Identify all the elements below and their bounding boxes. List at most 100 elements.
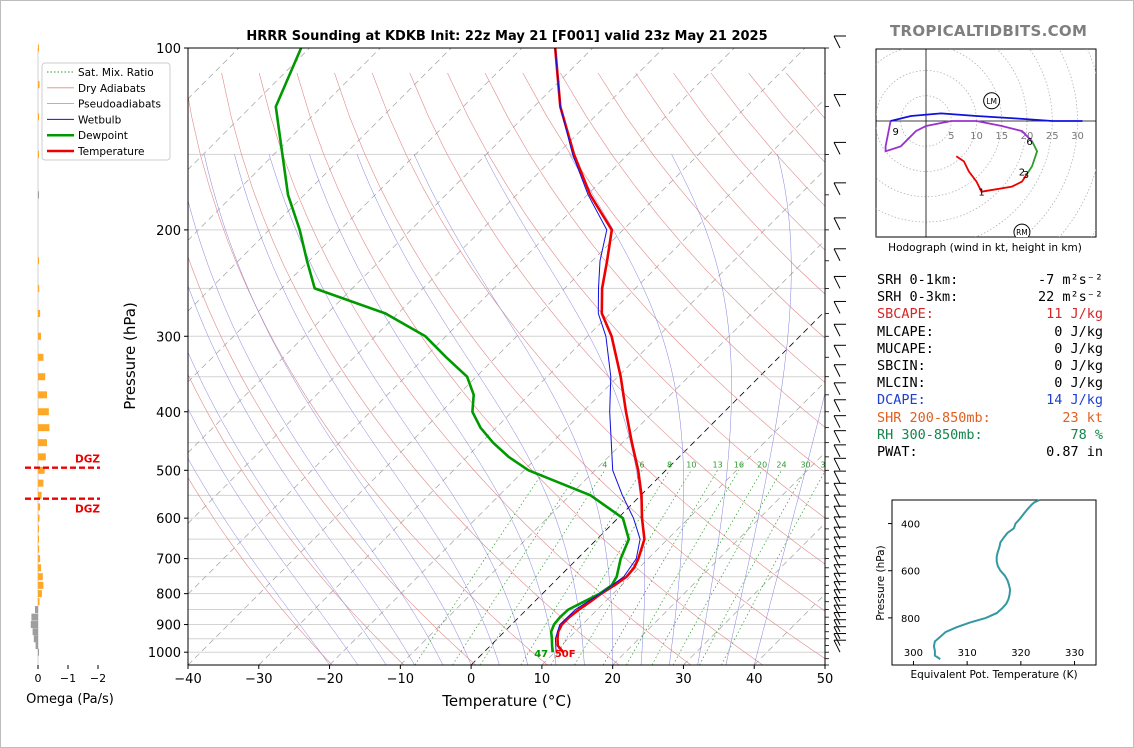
pseudoadiabat (234, 154, 500, 665)
hodograph-caption: Hodograph (wind in kt, height in km) (888, 242, 1082, 254)
legend-label: Sat. Mix. Ratio (78, 67, 154, 79)
omega-bar (31, 613, 38, 621)
legend-label: Dewpoint (78, 130, 128, 142)
pseudoadiabat (268, 154, 528, 665)
wind-barb (833, 581, 846, 594)
dry-adiabat (522, 72, 825, 428)
mixing-ratio-line (550, 470, 670, 665)
omega-bar (38, 391, 47, 399)
isotherm-line (0, 48, 26, 665)
wind-barb (833, 505, 846, 519)
omega-bar (38, 555, 41, 563)
stat-row: SBCAPE: 11 J/kg (877, 306, 1127, 323)
theta-e-line (932, 499, 1041, 660)
omega-bar (38, 598, 40, 606)
x-tick-label: −10 (387, 672, 414, 687)
omega-bar (38, 581, 44, 589)
y-tick-label: 200 (156, 224, 181, 239)
legend-label: Temperature (77, 146, 145, 158)
omega-axis-label: Omega (Pa/s) (26, 692, 114, 707)
omega-bar (38, 191, 39, 199)
dry-adiabat (258, 72, 692, 665)
pseudoadiabat (569, 154, 684, 665)
omega-bar (38, 309, 41, 317)
omega-bar (38, 453, 46, 461)
stat-label: SBCAPE: (877, 306, 934, 323)
stat-value: 0 J/kg (1054, 375, 1103, 392)
pseudoadiabat (671, 154, 732, 665)
wind-barb (833, 564, 846, 577)
stat-label: PWAT: (877, 443, 918, 460)
wind-barb (833, 275, 846, 289)
mixing-ratio-line (574, 470, 692, 665)
omega-bar (38, 439, 47, 447)
wind-barb (833, 300, 846, 314)
y-tick-label: 100 (156, 42, 181, 57)
omega-bar (38, 514, 40, 522)
stat-value: 0.87 in (1046, 443, 1103, 460)
omega-x-tick-label: 0 (35, 672, 42, 685)
omega-bar (35, 642, 38, 650)
dry-adiabat (560, 72, 825, 383)
omega-x-tick-label: −1 (60, 672, 76, 685)
dry-adiabat (409, 72, 825, 565)
omega-bar (38, 332, 41, 340)
omega-bar (38, 257, 39, 265)
wind-barb (833, 344, 846, 358)
theta-e-y-tick-label: 800 (901, 614, 920, 625)
x-tick-label: −20 (316, 672, 343, 687)
wind-barb (833, 430, 846, 443)
wind-barb (833, 415, 846, 428)
wind-barb (833, 626, 846, 639)
theta-e-x-tick-label: 300 (904, 648, 923, 659)
hodograph-ring-label: 5 (948, 131, 954, 142)
dgz-label: DGZ (75, 504, 100, 516)
omega-bar (38, 590, 42, 598)
mixing-ratio-line (480, 470, 606, 665)
omega-bar (38, 44, 39, 52)
mixing-ratio-line (414, 470, 545, 665)
stat-label: SHR 200-850mb: (877, 409, 991, 426)
wind-barbs (833, 35, 846, 653)
omega-bar (38, 648, 39, 656)
legend-label: Dry Adiabats (78, 83, 146, 95)
y-tick-label: 800 (156, 588, 181, 603)
x-tick-label: −30 (245, 672, 272, 687)
surface-temperature-label: 50F (555, 649, 576, 660)
dry-adiabat (188, 255, 476, 665)
stat-label: SRH 0-1km: (877, 272, 959, 288)
pseudoadiabat (725, 154, 792, 665)
hodograph-segment (955, 155, 1028, 193)
pseudoadiabat (309, 154, 557, 665)
mixing-ratio-label: 16 (734, 460, 744, 469)
theta-e-y-tick-label: 400 (901, 520, 920, 531)
wind-barb (833, 182, 846, 196)
stats-panel: SRH 0-1km: -7 m²s⁻² SRH 0-3km: 22 m²s⁻² SBCA… (877, 272, 1127, 461)
wind-barb (833, 546, 846, 559)
dry-adiabat (188, 373, 405, 665)
hodograph-frame (875, 48, 1097, 238)
hodograph-height-label: 2 (1019, 168, 1025, 179)
stat-value: 22 m²s⁻² (1037, 289, 1103, 306)
legend-label: Pseudoadiabats (78, 99, 161, 111)
omega-bar (38, 113, 39, 121)
hodograph-ring-label: 25 (1046, 131, 1059, 142)
mixing-ratio-label: 36 (820, 460, 830, 469)
mixing-ratio-label: 13 (713, 460, 723, 469)
stat-row: MLCAPE: 0 J/kg (877, 324, 1127, 341)
stat-value: 0 J/kg (1054, 357, 1103, 374)
x-axis-label: Temperature (°C) (441, 692, 571, 710)
wind-barb (833, 494, 846, 508)
omega-bar (38, 545, 40, 553)
hodograph-height-label: 6 (1026, 137, 1032, 148)
x-tick-label: −40 (174, 672, 201, 687)
hodograph-height-label: 3 (1023, 170, 1029, 181)
omega-bar (38, 284, 40, 292)
theta-e-y-label: Pressure (hPa) (875, 545, 887, 620)
wind-barb (833, 597, 846, 610)
isotherm-line (400, 239, 825, 665)
storm-motion-label: RM (1016, 228, 1028, 237)
mixing-ratio-label: 24 (776, 460, 786, 469)
hodograph-ring-label: 30 (1071, 131, 1084, 142)
mixing-ratio-line (699, 470, 806, 665)
